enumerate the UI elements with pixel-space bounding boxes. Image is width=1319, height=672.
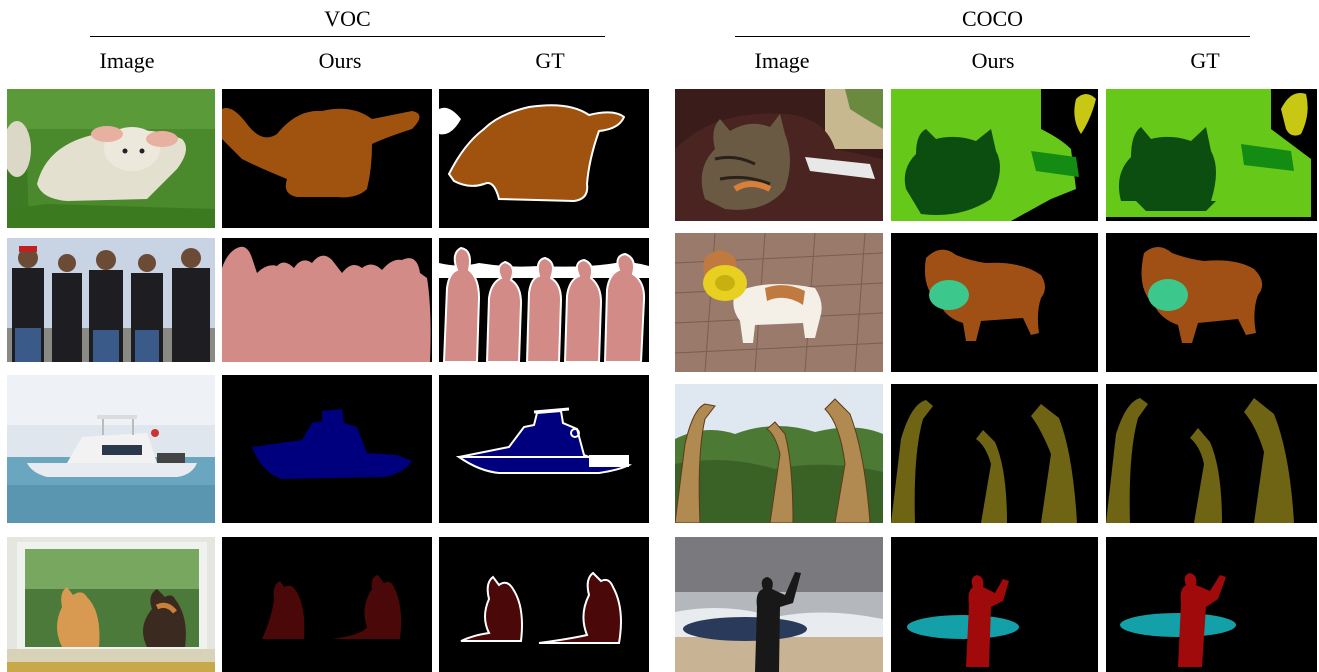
voc-boat-image (7, 375, 215, 523)
voc-boat-prediction (222, 375, 432, 523)
coco-group-title: COCO (961, 6, 1024, 31)
coco-surfer-ground-truth (1106, 537, 1317, 672)
coco-header-rule (735, 36, 1250, 37)
coco-cat-image (675, 89, 883, 221)
voc-column-label-ours: Ours (318, 48, 362, 73)
coco-giraffes-prediction (891, 384, 1098, 523)
voc-people-image (7, 238, 215, 362)
coco-column-label-image: Image (754, 48, 810, 73)
coco-giraffes-ground-truth (1106, 384, 1317, 523)
voc-cats-prediction (222, 537, 432, 672)
voc-group-title: VOC (324, 6, 371, 31)
coco-dog-image (675, 233, 883, 372)
voc-column-label-image: Image (99, 48, 155, 73)
coco-cat-ground-truth (1106, 89, 1317, 221)
voc-people-prediction (222, 238, 432, 362)
voc-sheep-ground-truth (439, 89, 649, 228)
voc-people-ground-truth (439, 238, 649, 362)
voc-cats-ground-truth (439, 537, 649, 672)
voc-boat-ground-truth (439, 375, 649, 523)
coco-column-label-ours: Ours (971, 48, 1015, 73)
coco-column-label-gt: GT (1190, 48, 1220, 73)
voc-header-rule (90, 36, 605, 37)
voc-sheep-prediction (222, 89, 432, 228)
coco-surfer-image (675, 537, 883, 672)
voc-sheep-image (7, 89, 215, 228)
voc-cats-image (7, 537, 215, 672)
coco-dog-ground-truth (1106, 233, 1317, 372)
coco-surfer-prediction (891, 537, 1098, 672)
coco-dog-prediction (891, 233, 1098, 372)
coco-giraffes-image (675, 384, 883, 523)
coco-cat-prediction (891, 89, 1098, 221)
voc-column-label-gt: GT (535, 48, 565, 73)
